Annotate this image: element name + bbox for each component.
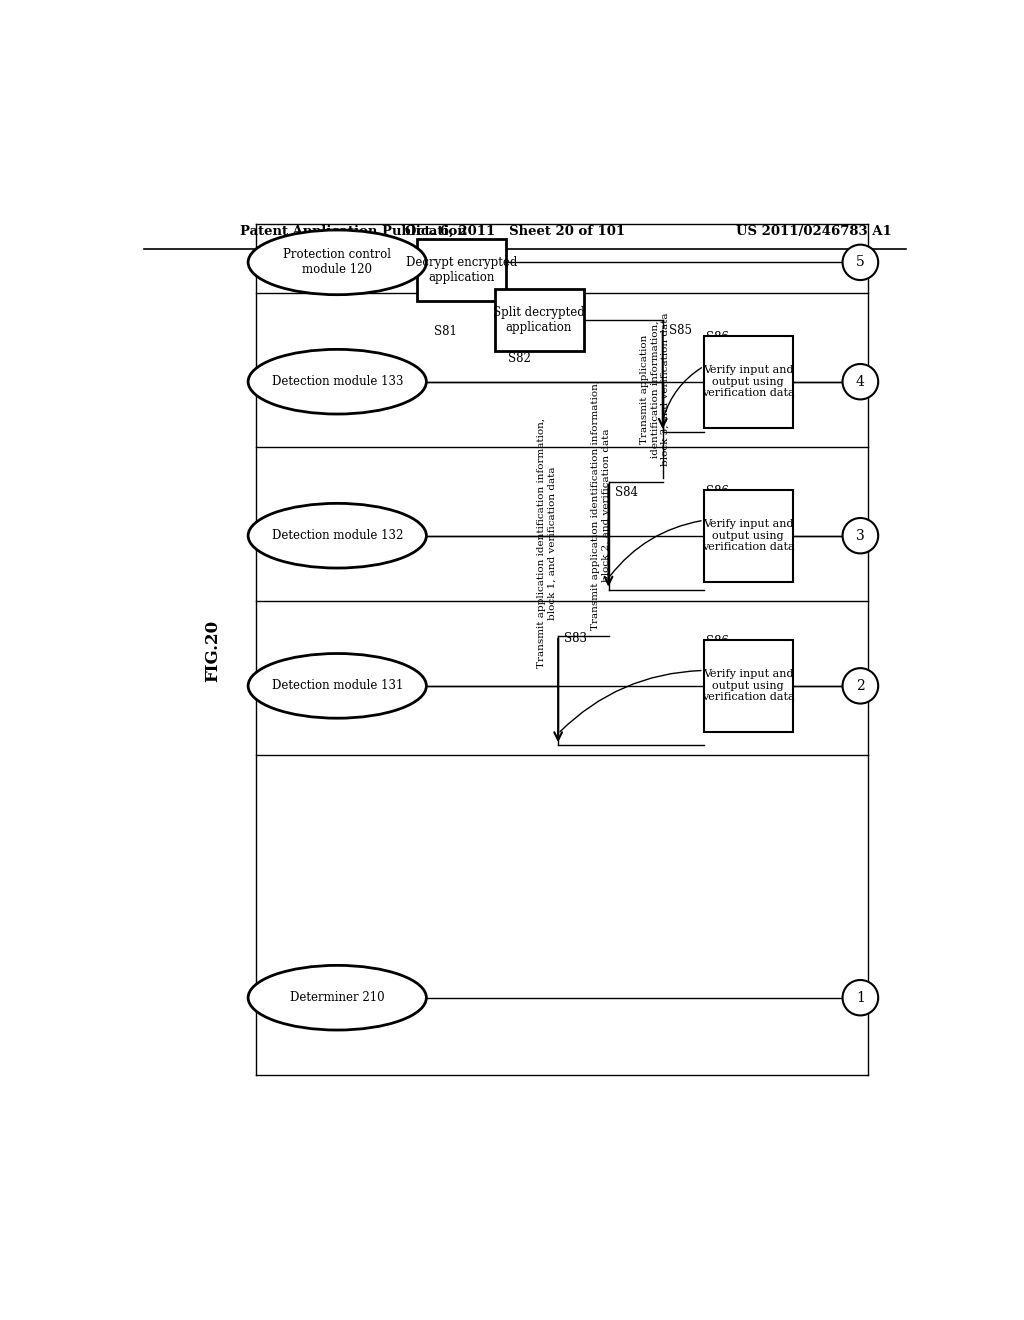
Text: Verify input and
output using
verification data: Verify input and output using verificati… bbox=[701, 366, 795, 399]
Text: 2: 2 bbox=[856, 678, 864, 693]
Text: Detection module 133: Detection module 133 bbox=[271, 375, 403, 388]
Circle shape bbox=[843, 517, 879, 553]
Text: Transmit application
identification information,
block 3, and verification data: Transmit application identification info… bbox=[640, 313, 670, 466]
Text: Transmit application identification information,
block 2, and verification data: Transmit application identification info… bbox=[591, 380, 610, 630]
Text: Verify input and
output using
verification data: Verify input and output using verificati… bbox=[701, 519, 795, 552]
Text: S86: S86 bbox=[707, 330, 729, 343]
Text: Protection control
module 120: Protection control module 120 bbox=[284, 248, 391, 276]
Text: Verify input and
output using
verification data: Verify input and output using verificati… bbox=[701, 669, 795, 702]
FancyBboxPatch shape bbox=[703, 640, 793, 733]
Text: US 2011/0246783 A1: US 2011/0246783 A1 bbox=[736, 224, 892, 238]
Ellipse shape bbox=[248, 230, 426, 294]
Text: Determiner 210: Determiner 210 bbox=[290, 991, 385, 1005]
FancyBboxPatch shape bbox=[495, 289, 584, 351]
Circle shape bbox=[843, 979, 879, 1015]
Text: Transmit application identification information,
block 1, and verification data: Transmit application identification info… bbox=[537, 418, 556, 668]
Text: S81: S81 bbox=[434, 325, 457, 338]
Text: 1: 1 bbox=[856, 991, 865, 1005]
Circle shape bbox=[843, 364, 879, 400]
Text: 3: 3 bbox=[856, 529, 864, 543]
Text: Patent Application Publication: Patent Application Publication bbox=[241, 224, 467, 238]
Text: Split decrypted
application: Split decrypted application bbox=[493, 306, 585, 334]
Ellipse shape bbox=[248, 503, 426, 568]
FancyBboxPatch shape bbox=[417, 239, 506, 301]
Text: 4: 4 bbox=[856, 375, 865, 388]
Text: S85: S85 bbox=[669, 323, 692, 337]
Text: S86: S86 bbox=[707, 635, 729, 648]
Circle shape bbox=[843, 244, 879, 280]
Text: 5: 5 bbox=[856, 255, 864, 269]
Text: S84: S84 bbox=[614, 486, 638, 499]
Text: FIG.20: FIG.20 bbox=[205, 620, 222, 682]
Ellipse shape bbox=[248, 350, 426, 414]
Text: S86: S86 bbox=[707, 484, 729, 498]
Text: Detection module 131: Detection module 131 bbox=[271, 680, 402, 693]
Circle shape bbox=[843, 668, 879, 704]
Text: Detection module 132: Detection module 132 bbox=[271, 529, 402, 543]
Text: S82: S82 bbox=[508, 352, 530, 366]
Ellipse shape bbox=[248, 653, 426, 718]
Text: S83: S83 bbox=[564, 632, 588, 645]
Text: Oct. 6, 2011   Sheet 20 of 101: Oct. 6, 2011 Sheet 20 of 101 bbox=[406, 224, 626, 238]
Text: Decrypt encrypted
application: Decrypt encrypted application bbox=[406, 256, 517, 284]
FancyBboxPatch shape bbox=[703, 490, 793, 582]
FancyBboxPatch shape bbox=[703, 335, 793, 428]
Ellipse shape bbox=[248, 965, 426, 1030]
